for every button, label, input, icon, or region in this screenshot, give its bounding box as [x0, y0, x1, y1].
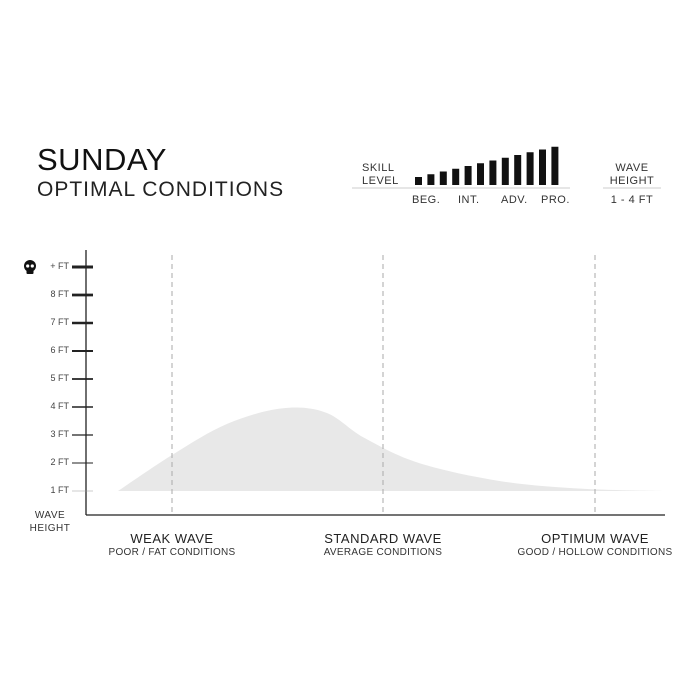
wave-area	[118, 407, 665, 491]
category-name: STANDARD WAVE	[324, 531, 442, 546]
category-description: POOR / FAT CONDITIONS	[108, 547, 236, 558]
skill-bar	[452, 168, 460, 185]
y-label-line1: WAVE	[34, 510, 66, 521]
skull-icon	[24, 260, 36, 274]
skill-level-adv: ADV.	[501, 194, 528, 206]
skill-bar	[477, 163, 484, 185]
skill-bar	[526, 152, 534, 185]
wave-height-label: WAVE HEIGHT	[604, 162, 660, 188]
skill-bar	[415, 177, 422, 185]
category-description: AVERAGE CONDITIONS	[323, 547, 443, 558]
y-tick-label: 1 FT	[50, 485, 69, 495]
skill-level-pro: PRO.	[541, 194, 570, 206]
y-tick-label: 8 FT	[50, 289, 69, 299]
page-title: SUNDAY	[37, 142, 167, 177]
wave-height-line1: WAVE	[615, 162, 649, 174]
skill-level-int: INT.	[458, 194, 480, 206]
y-label-line2: HEIGHT	[29, 523, 71, 534]
y-tick-label: 7 FT	[50, 317, 69, 327]
skill-level-beg: BEG.	[412, 194, 441, 206]
category-name: OPTIMUM WAVE	[541, 531, 649, 546]
y-tick-label: 5 FT	[50, 373, 69, 383]
skill-bar	[551, 146, 559, 185]
category-description: GOOD / HOLLOW CONDITIONS	[517, 547, 673, 558]
y-tick-label: 6 FT	[50, 345, 69, 355]
skill-label-line1: SKILL	[362, 162, 395, 174]
y-tick-label: 2 FT	[50, 457, 69, 467]
skill-level-label: SKILL LEVEL	[362, 162, 399, 188]
skill-bar	[439, 171, 447, 185]
y-tick-label: + FT	[50, 261, 69, 271]
skill-bar	[464, 166, 472, 185]
category-name: WEAK WAVE	[130, 531, 214, 546]
page-subtitle: OPTIMAL CONDITIONS	[37, 178, 285, 201]
y-axis-label: WAVE HEIGHT	[20, 509, 80, 535]
wave-height-line2: HEIGHT	[609, 175, 655, 187]
skill-bar	[501, 157, 509, 185]
y-tick-label: 4 FT	[50, 401, 69, 411]
skill-bar	[427, 174, 435, 185]
skill-label-line2: LEVEL	[362, 175, 399, 187]
y-tick-label: 3 FT	[50, 429, 69, 439]
skill-bar	[539, 149, 546, 185]
skill-bar	[489, 160, 497, 185]
wave-height-value: 1 - 4 FT	[610, 194, 654, 206]
skill-bar	[514, 155, 522, 185]
